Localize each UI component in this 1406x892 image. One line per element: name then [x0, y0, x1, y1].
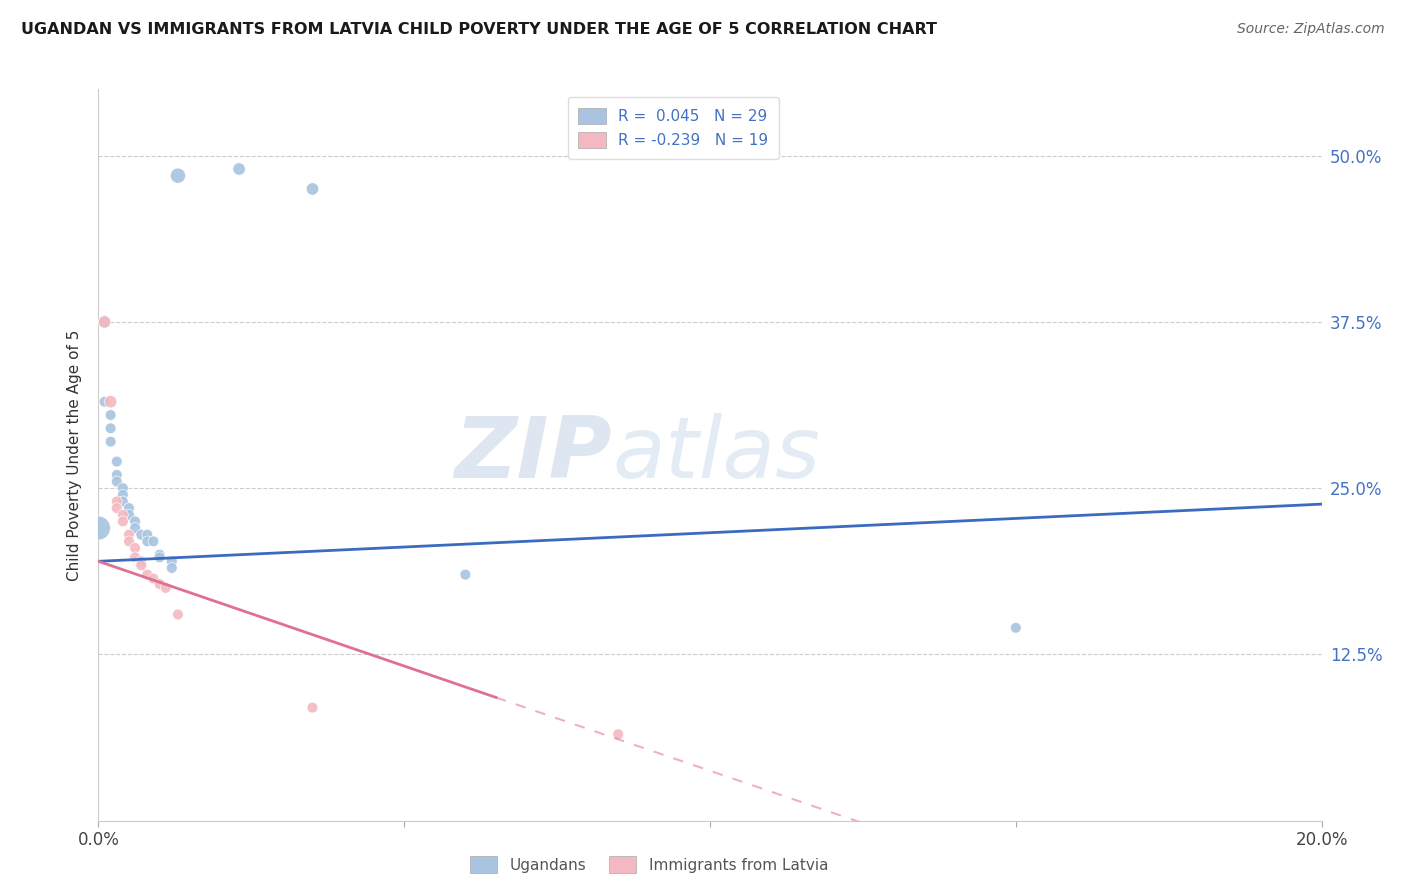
Point: [93, 315, 115, 329]
Point: [228, 161, 250, 176]
Point: [301, 700, 323, 714]
Text: Source: ZipAtlas.com: Source: ZipAtlas.com: [1237, 22, 1385, 37]
Point: [100, 394, 122, 409]
Point: [118, 501, 141, 516]
Point: [142, 572, 165, 586]
Text: UGANDAN VS IMMIGRANTS FROM LATVIA CHILD POVERTY UNDER THE AGE OF 5 CORRELATION C: UGANDAN VS IMMIGRANTS FROM LATVIA CHILD …: [21, 22, 936, 37]
Point: [136, 534, 159, 549]
Point: [87, 521, 110, 535]
Point: [105, 454, 128, 468]
Point: [129, 558, 152, 573]
Point: [155, 581, 177, 595]
Point: [149, 548, 172, 562]
Point: [105, 475, 128, 489]
Point: [160, 554, 183, 568]
Point: [160, 561, 183, 575]
Text: ZIP: ZIP: [454, 413, 612, 497]
Point: [100, 408, 122, 422]
Point: [93, 394, 115, 409]
Point: [111, 481, 134, 495]
Point: [124, 515, 146, 529]
Point: [105, 494, 128, 508]
Point: [129, 554, 152, 568]
Point: [105, 501, 128, 516]
Point: [124, 521, 146, 535]
Point: [118, 508, 141, 522]
Text: atlas: atlas: [612, 413, 820, 497]
Point: [301, 182, 323, 196]
Point: [93, 315, 115, 329]
Point: [124, 550, 146, 565]
Point: [607, 727, 630, 741]
Point: [118, 534, 141, 549]
Point: [124, 541, 146, 555]
Point: [100, 421, 122, 435]
Point: [111, 494, 134, 508]
Point: [136, 527, 159, 541]
Point: [149, 550, 172, 565]
Point: [111, 515, 134, 529]
Point: [167, 169, 190, 183]
Point: [111, 488, 134, 502]
Y-axis label: Child Poverty Under the Age of 5: Child Poverty Under the Age of 5: [67, 329, 83, 581]
Point: [1004, 621, 1026, 635]
Point: [454, 567, 477, 582]
Point: [136, 567, 159, 582]
Point: [129, 527, 152, 541]
Point: [167, 607, 190, 622]
Point: [105, 467, 128, 482]
Point: [149, 577, 172, 591]
Point: [142, 534, 165, 549]
Point: [111, 508, 134, 522]
Point: [118, 527, 141, 541]
Legend: Ugandans, Immigrants from Latvia: Ugandans, Immigrants from Latvia: [464, 850, 834, 879]
Point: [100, 434, 122, 449]
